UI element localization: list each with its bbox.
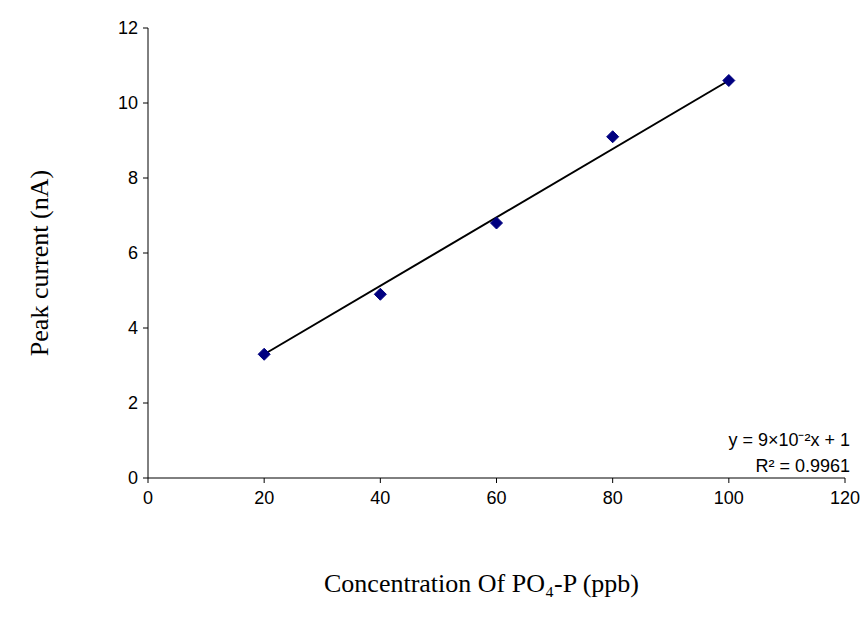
- y-tick-label: 2: [128, 393, 138, 413]
- y-tick-label: 4: [128, 318, 138, 338]
- y-tick-label: 8: [128, 168, 138, 188]
- x-tick-label: 60: [486, 488, 506, 508]
- x-tick-label: 120: [830, 488, 860, 508]
- plot-data: [258, 75, 735, 361]
- annotation: y = 9×10⁻²x + 1: [728, 430, 850, 450]
- x-tick-label: 100: [714, 488, 744, 508]
- y-tick: [143, 403, 148, 404]
- x-tick: [148, 478, 149, 483]
- y-tick: [143, 28, 148, 29]
- x-tick: [496, 478, 497, 483]
- annotation: R² = 0.9961: [755, 456, 850, 476]
- data-point: [258, 348, 270, 360]
- x-tick-label: 0: [143, 488, 153, 508]
- x-tick: [264, 478, 265, 483]
- data-point: [491, 217, 503, 229]
- x-tick-label: 80: [603, 488, 623, 508]
- x-tick: [728, 478, 729, 483]
- chart: 024681012020406080100120Concentration Of…: [0, 0, 868, 617]
- y-tick-label: 6: [128, 243, 138, 263]
- y-tick: [143, 328, 148, 329]
- data-point: [374, 288, 386, 300]
- trendline: [264, 81, 729, 355]
- y-tick: [143, 478, 148, 479]
- data-point: [607, 131, 619, 143]
- y-tick-label: 10: [118, 93, 138, 113]
- y-tick: [143, 103, 148, 104]
- x-tick: [612, 478, 613, 483]
- y-tick: [143, 253, 148, 254]
- x-tick-label: 40: [370, 488, 390, 508]
- y-axis-title: Peak current (nA): [25, 170, 54, 356]
- y-tick-label: 0: [128, 468, 138, 488]
- x-tick: [380, 478, 381, 483]
- y-tick-label: 12: [118, 18, 138, 38]
- x-axis-title: Concentration Of PO₄-P (ppb): [324, 569, 639, 598]
- x-tick-label: 20: [254, 488, 274, 508]
- data-point: [723, 75, 735, 87]
- y-tick: [143, 178, 148, 179]
- x-tick: [845, 478, 846, 483]
